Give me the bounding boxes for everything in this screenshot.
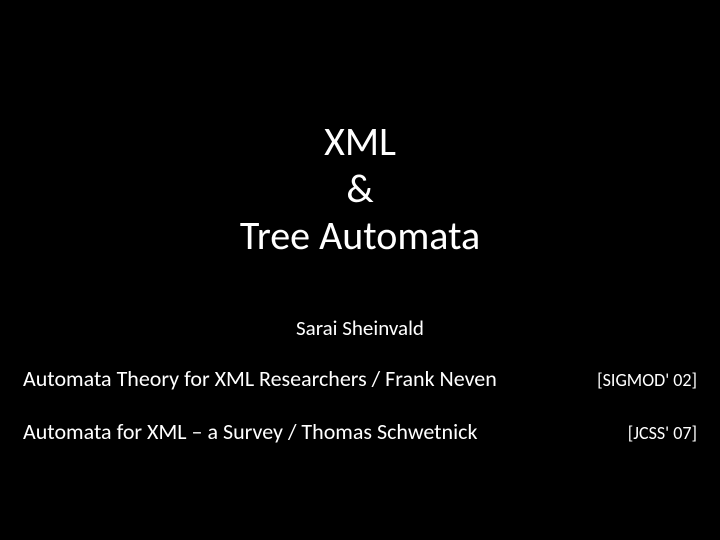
reference-row: Automata Theory for XML Researchers / Fr… bbox=[23, 365, 697, 392]
title-line-3: Tree Automata bbox=[0, 212, 720, 259]
title-line-2: & bbox=[0, 165, 720, 212]
reference-text: Automata Theory for XML Researchers / Fr… bbox=[23, 365, 497, 392]
reference-row: Automata for XML – a Survey / Thomas Sch… bbox=[23, 418, 697, 445]
title-block: XML & Tree Automata bbox=[0, 118, 720, 260]
references-block: Automata Theory for XML Researchers / Fr… bbox=[23, 365, 697, 471]
title-line-1: XML bbox=[0, 118, 720, 165]
presenter-name: Sarai Sheinvald bbox=[0, 315, 720, 341]
reference-citation: [SIGMOD' 02] bbox=[585, 369, 697, 391]
reference-text: Automata for XML – a Survey / Thomas Sch… bbox=[23, 418, 477, 445]
slide: XML & Tree Automata Sarai Sheinvald Auto… bbox=[0, 0, 720, 540]
reference-citation: [JCSS' 07] bbox=[616, 422, 697, 444]
